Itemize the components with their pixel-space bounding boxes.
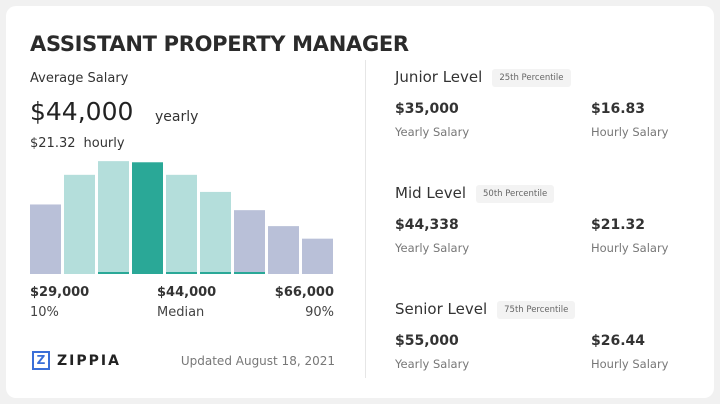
axis-value-high: $66,000 (274, 285, 334, 300)
level-mid: Mid Level 50th Percentile $44,338 Yearly … (395, 183, 668, 255)
histogram-bar-baseline (200, 272, 231, 274)
axis-label-low: 10% (30, 305, 59, 320)
histogram-bar (268, 226, 299, 274)
hourly-salary-label: Hourly Salary (591, 241, 669, 255)
hourly-salary-value: $21.32 (591, 217, 646, 233)
level-junior: Junior Level 25th Percentile $35,000 Year… (395, 67, 668, 139)
updated-date: Updated August 18, 2021 (180, 354, 335, 368)
histogram-bar (166, 174, 197, 274)
histogram-bar (30, 204, 61, 274)
yearly-salary-label: Yearly Salary (395, 241, 470, 255)
percentile-badge: 25th Percentile (492, 68, 571, 87)
hourly-salary-value: $26.44 (591, 333, 646, 349)
level-name: Senior Level (395, 300, 488, 318)
divider (365, 60, 366, 378)
axis-label-high: 90% (305, 305, 334, 320)
level-name: Junior Level (395, 68, 483, 86)
axis-value-low: $29,000 (30, 285, 90, 300)
page-title: ASSISTANT PROPERTY MANAGER (30, 32, 409, 56)
histogram-bar-baseline (234, 272, 265, 274)
hourly-unit: hourly (83, 136, 125, 151)
level-senior: Senior Level 75th Percentile $55,000 Year… (395, 299, 668, 371)
salary-histogram (30, 161, 333, 274)
histogram-bar (98, 161, 129, 274)
average-hourly: $21.32 hourly (30, 136, 125, 151)
zippia-logo-icon: Z (32, 351, 50, 370)
hourly-salary-value: $16.83 (591, 101, 646, 117)
axis-label-median: Median (157, 305, 205, 320)
yearly-salary-value: $55,000 (395, 333, 459, 349)
yearly-salary-value: $44,338 (395, 217, 459, 233)
percentile-badge: 75th Percentile (497, 300, 576, 319)
hourly-salary-label: Hourly Salary (591, 125, 669, 139)
histogram-bar (234, 210, 265, 274)
hourly-value: $21.32 (30, 136, 76, 151)
yearly-unit: yearly (155, 109, 199, 125)
histogram-bar (302, 238, 333, 274)
histogram-bar-baseline (98, 272, 129, 274)
average-salary-label: Average Salary (30, 71, 129, 86)
level-name: Mid Level (395, 184, 466, 202)
hourly-salary-label: Hourly Salary (591, 357, 669, 371)
yearly-salary-label: Yearly Salary (395, 125, 470, 139)
average-yearly-value: $44,000 (30, 97, 134, 126)
histogram-bar (200, 191, 231, 274)
yearly-salary-label: Yearly Salary (395, 357, 470, 371)
percentile-badge: 50th Percentile (476, 184, 555, 203)
yearly-salary-value: $35,000 (395, 101, 459, 117)
zippia-logo[interactable]: Z ZIPPIA (32, 351, 121, 370)
axis-value-median: $44,000 (157, 285, 217, 300)
histogram-bar (132, 162, 163, 274)
histogram-bar (64, 174, 95, 274)
histogram-bar-baseline (166, 272, 197, 274)
